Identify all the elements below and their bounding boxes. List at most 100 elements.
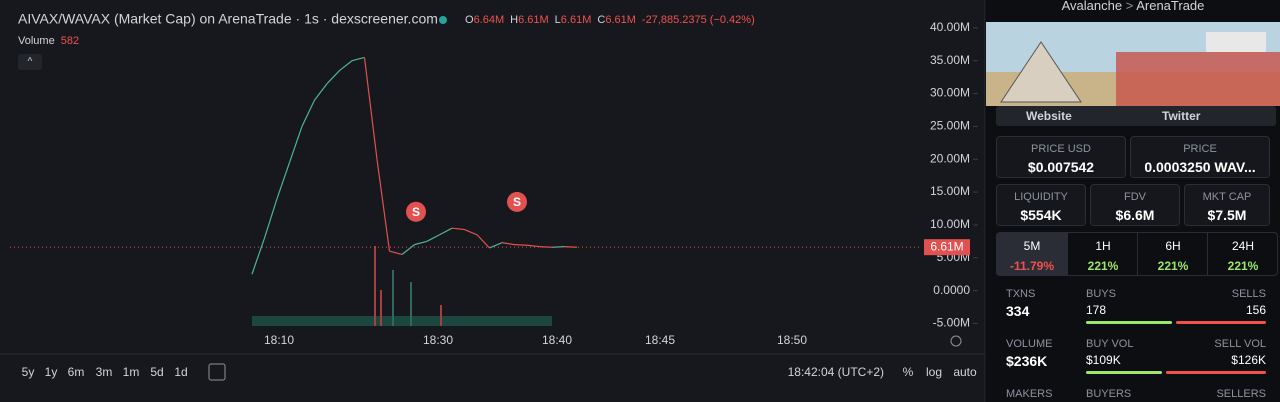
tab-value: 221% xyxy=(1087,259,1119,273)
line-segment xyxy=(414,240,428,246)
collapse-icon: ^ xyxy=(28,57,33,68)
y-tick-label: 30.00M xyxy=(930,86,970,100)
line-segment xyxy=(339,60,353,72)
dex[interactable]: ArenaTrade xyxy=(1136,0,1205,13)
line-segment xyxy=(451,227,465,231)
sell-marker-label: S xyxy=(412,205,420,219)
twitter-btn[interactable]: Twitter xyxy=(1162,109,1201,123)
line-segment xyxy=(439,227,453,236)
clock: 18:42:04 (UTC+2) xyxy=(788,365,884,379)
line-segment xyxy=(489,242,503,249)
y-tick-label: 0.0000 xyxy=(933,283,970,297)
stat-value: $6.6M xyxy=(1115,207,1155,223)
stat-label: MKT CAP xyxy=(1202,191,1252,203)
stat-box: PRICE USD $0.007542 xyxy=(996,136,1126,178)
line-segment xyxy=(464,228,478,236)
tab[interactable]: 1H 221% xyxy=(1067,233,1138,275)
tab-label: 1H xyxy=(1095,239,1111,253)
stat-label: PRICE USD xyxy=(1031,143,1091,155)
stat-box: PRICE 0.0003250 WAV... xyxy=(1130,136,1270,178)
stat-value: $554K xyxy=(1020,207,1062,223)
tab-value: 221% xyxy=(1157,259,1189,273)
range-button[interactable]: 1d xyxy=(174,365,187,379)
stat-label: PRICE xyxy=(1183,143,1217,155)
calendar-icon[interactable] xyxy=(208,363,226,381)
sep: > xyxy=(1125,0,1134,13)
link-bar xyxy=(996,106,1276,126)
tab-label: 5M xyxy=(1023,239,1041,253)
line-segment xyxy=(251,237,266,275)
percent-toggle[interactable]: % xyxy=(903,365,914,379)
breadcrumb: Avalanche > ArenaTrade xyxy=(986,0,1280,13)
line-segment xyxy=(526,244,540,248)
chart-bg xyxy=(0,0,985,402)
y-tick-label: -5.00M xyxy=(933,316,970,330)
volume-bar xyxy=(380,290,382,326)
y-tick-label: 15.00M xyxy=(930,184,970,198)
last-price-box xyxy=(924,239,970,256)
line-segment xyxy=(288,126,303,163)
line-segment xyxy=(389,250,403,256)
txns: 334 xyxy=(1006,303,1030,319)
tab-label: 6H xyxy=(1165,239,1181,253)
range-button[interactable]: 5d xyxy=(150,365,163,379)
sell-marker-label: S xyxy=(513,195,521,209)
line-segment xyxy=(376,159,391,252)
volume-label: Volume 582 xyxy=(18,35,79,47)
stat-box: FDV $6.6M xyxy=(1090,184,1180,226)
line-segment xyxy=(514,244,528,246)
makers-label: MAKERS xyxy=(1006,388,1053,400)
line-segment xyxy=(539,245,553,248)
buyers-label: BUYERS xyxy=(1086,388,1132,400)
line-segment xyxy=(401,244,415,255)
line-segment xyxy=(263,198,278,239)
sells-label: SELLS xyxy=(1231,288,1266,300)
range-button[interactable]: 3m xyxy=(96,365,113,379)
range-button[interactable]: 1y xyxy=(45,365,58,379)
buy-vol-bar xyxy=(1086,371,1162,374)
tab[interactable]: 24H 221% xyxy=(1207,233,1278,275)
website-btn[interactable]: Website xyxy=(1026,109,1072,123)
volume: $236K xyxy=(1006,353,1048,369)
line-segment xyxy=(314,83,328,101)
tabs xyxy=(996,232,1278,276)
sell-marker xyxy=(406,201,426,222)
volume-bar xyxy=(410,282,412,326)
y-tick-label: 10.00M xyxy=(930,217,970,231)
tab-label: 24H xyxy=(1231,239,1254,253)
y-tick-label: 20.00M xyxy=(930,151,970,165)
settings-icon[interactable] xyxy=(950,335,962,347)
y-tick-label: 25.00M xyxy=(930,119,970,133)
chain[interactable]: Avalanche xyxy=(1061,0,1123,13)
auto-toggle[interactable]: auto xyxy=(953,365,977,379)
live-dot xyxy=(439,16,447,24)
range-button[interactable]: 6m xyxy=(68,365,85,379)
tab[interactable]: 6H 221% xyxy=(1137,233,1208,275)
stat-label: FDV xyxy=(1124,191,1146,203)
volume-bar xyxy=(392,270,394,326)
range-button[interactable]: 1m xyxy=(123,365,140,379)
line-segment xyxy=(426,234,440,242)
sell-vol-bar xyxy=(1166,371,1266,374)
info-panel: Avalanche > ArenaTrade Website Twitter P… xyxy=(986,0,1280,402)
last-price-label: 6.61M xyxy=(930,239,963,253)
tab[interactable]: 5M -11.79% xyxy=(997,233,1067,275)
y-tick-label: 35.00M xyxy=(930,53,970,67)
volume-bars xyxy=(252,246,552,326)
line-segment xyxy=(301,99,316,127)
log-toggle[interactable]: log xyxy=(926,365,942,379)
volume-bar xyxy=(374,246,376,326)
ohlc: O6.64M H6.61M L6.61M C6.61M -27,885.2375 (−0… xyxy=(465,14,755,26)
line-segment xyxy=(326,70,340,85)
collapse-btn[interactable] xyxy=(18,54,42,70)
stat-box: MKT CAP $7.5M xyxy=(1184,184,1270,226)
tab-value: 221% xyxy=(1227,259,1259,273)
line-segment xyxy=(476,234,490,249)
sell-marker xyxy=(507,191,527,212)
tab-value: -11.79% xyxy=(1009,259,1055,273)
volume-bar xyxy=(440,305,442,326)
buy-vol: $109K xyxy=(1086,353,1121,367)
sellers-label: SELLERS xyxy=(1216,388,1266,400)
range-button[interactable]: 5y xyxy=(22,365,35,379)
